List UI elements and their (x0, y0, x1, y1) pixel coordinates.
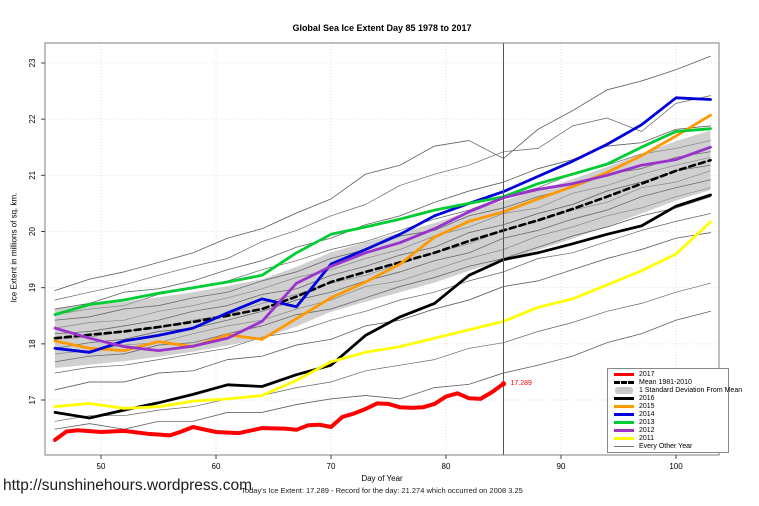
legend-label: 2012 (639, 427, 655, 434)
legend-label: 2011 (639, 435, 655, 442)
x-tick-label: 60 (212, 462, 221, 471)
site-url: http://sunshinehours.wordpress.com (3, 477, 252, 494)
year-line-2013 (53, 127, 712, 317)
legend-line-sample (614, 446, 634, 447)
legend-swatch-icon (614, 421, 634, 424)
y-axis-title: Ice Extent in millions of sq. km. (9, 192, 19, 303)
legend-item-2013: 2013 (614, 419, 728, 426)
legend-line-sample (614, 397, 634, 400)
legend-item-2016: 2016 (614, 395, 728, 402)
legend-swatch-icon (614, 381, 634, 384)
legend-swatch-icon (614, 387, 634, 394)
legend-line-sample (614, 373, 634, 376)
legend-item-mean-1981-2010: Mean 1981-2010 (614, 379, 728, 386)
legend-swatch-icon (614, 373, 634, 376)
legend-swatch-icon (614, 437, 634, 440)
mean-line (53, 158, 712, 340)
legend-swatch-icon (614, 405, 634, 408)
legend-item-2011: 2011 (614, 435, 728, 442)
y-tick-label: 21 (28, 170, 37, 179)
legend-item-2017: 2017 (614, 371, 728, 378)
legend-line-sample (614, 405, 634, 408)
legend-swatch-icon (614, 429, 634, 432)
legend-line-sample (614, 413, 634, 416)
x-tick-label: 80 (442, 462, 451, 471)
legend-item-every-other-year: Every Other Year (614, 443, 728, 450)
legend-item-1-standard-deviation-from-mean: 1 Standard Deviation From Mean (614, 387, 742, 394)
every-other-year-line (54, 179, 711, 349)
y-tick-label: 22 (28, 114, 37, 123)
legend-item-2015: 2015 (614, 403, 728, 410)
legend-swatch-icon (614, 413, 634, 416)
legend-label: 2013 (639, 419, 655, 426)
legend-box: 2017 Mean 1981-2010 1 Standard Deviation F… (607, 368, 742, 453)
current-extent-annotation: 17.289 (510, 379, 532, 387)
x-tick-label: 70 (327, 462, 336, 471)
x-tick-label: 90 (557, 462, 566, 471)
legend-label: 2017 (639, 371, 655, 378)
year-line-2014 (53, 96, 712, 354)
legend-swatch-icon (614, 397, 634, 400)
year-line-2017 (53, 381, 506, 442)
year-line-2012 (53, 145, 712, 353)
every-other-year-line (54, 55, 711, 291)
x-tick-label: 100 (669, 462, 683, 471)
legend-label: Mean 1981-2010 (639, 379, 692, 386)
legend-label: 2015 (639, 403, 655, 410)
every-other-year-line (54, 164, 711, 335)
every-other-year-line (54, 310, 711, 430)
y-tick-label: 19 (28, 283, 37, 292)
y-tick-label: 18 (28, 339, 37, 348)
legend-swatch-icon (614, 446, 634, 447)
y-tick-label: 17 (28, 395, 37, 404)
legend-line-sample (614, 421, 634, 424)
every-other-year-line (54, 95, 711, 301)
plot-border (44, 42, 720, 456)
x-axis-title: Day of Year (361, 474, 403, 483)
legend-label: Every Other Year (639, 443, 693, 450)
every-other-year-line (54, 232, 711, 391)
year-line-2016 (53, 193, 712, 420)
legend-line-sample (614, 437, 634, 440)
legend-label: 2014 (639, 411, 655, 418)
year-line-2015 (53, 113, 712, 353)
legend-line-sample (615, 387, 633, 394)
chart-title: Global Sea Ice Extent Day 85 1978 to 201… (292, 23, 472, 33)
current-extent-dot (500, 381, 507, 387)
legend-line-sample (614, 381, 634, 384)
legend-item-2012: 2012 (614, 427, 728, 434)
year-line-2011 (53, 220, 712, 410)
todays-extent-status: Today's Ice Extent: 17.289 - Record for … (241, 486, 523, 495)
legend-label: 2016 (639, 395, 655, 402)
y-tick-label: 20 (28, 226, 37, 235)
every-other-year-line (54, 213, 711, 374)
every-other-year-line (54, 282, 711, 422)
legend-item-2014: 2014 (614, 411, 728, 418)
legend-line-sample (614, 429, 634, 432)
x-tick-label: 50 (97, 462, 106, 471)
y-tick-label: 23 (28, 58, 37, 67)
legend-label: 1 Standard Deviation From Mean (639, 387, 743, 394)
every-other-year-line (54, 196, 711, 363)
